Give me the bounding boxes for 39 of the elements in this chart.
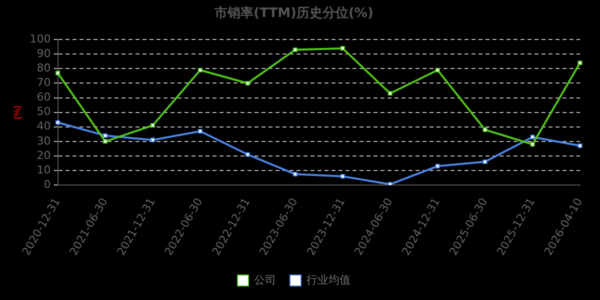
chart-title: 市销率(TTM)历史分位(%) bbox=[214, 5, 374, 22]
y-tick-label: 80 bbox=[36, 62, 51, 75]
point bbox=[292, 48, 298, 52]
point bbox=[198, 68, 202, 72]
legend-label: 公司 bbox=[254, 273, 276, 286]
point bbox=[198, 128, 202, 134]
point bbox=[530, 134, 535, 140]
point bbox=[150, 138, 156, 142]
point bbox=[245, 152, 250, 157]
y-tick-label: 90 bbox=[36, 47, 51, 60]
point bbox=[435, 164, 440, 168]
point bbox=[245, 80, 250, 86]
point bbox=[150, 123, 156, 128]
y-tick-label: 0 bbox=[44, 178, 51, 191]
point bbox=[340, 174, 345, 179]
point bbox=[388, 182, 392, 186]
point bbox=[388, 91, 392, 96]
point bbox=[578, 60, 582, 66]
point bbox=[292, 172, 298, 176]
y-tick-label: 40 bbox=[36, 120, 51, 133]
point bbox=[56, 120, 60, 125]
point bbox=[482, 160, 488, 164]
y-axis-title: (%) bbox=[12, 105, 22, 120]
y-tick-label: 50 bbox=[36, 105, 51, 118]
point bbox=[482, 128, 488, 132]
y-tick-label: 10 bbox=[36, 163, 51, 176]
point bbox=[56, 70, 60, 76]
y-tick-label: 100 bbox=[30, 32, 51, 46]
y-tick-label: 20 bbox=[36, 148, 51, 162]
y-tick-label: 30 bbox=[36, 134, 51, 148]
point bbox=[103, 133, 108, 138]
point bbox=[435, 68, 440, 72]
y-tick-label: 60 bbox=[36, 90, 51, 104]
y-tick-label: 70 bbox=[36, 76, 51, 90]
point bbox=[578, 144, 582, 148]
legend-label: 行业均值 bbox=[306, 273, 350, 286]
point bbox=[103, 139, 108, 144]
point bbox=[340, 46, 345, 51]
point bbox=[530, 142, 535, 147]
